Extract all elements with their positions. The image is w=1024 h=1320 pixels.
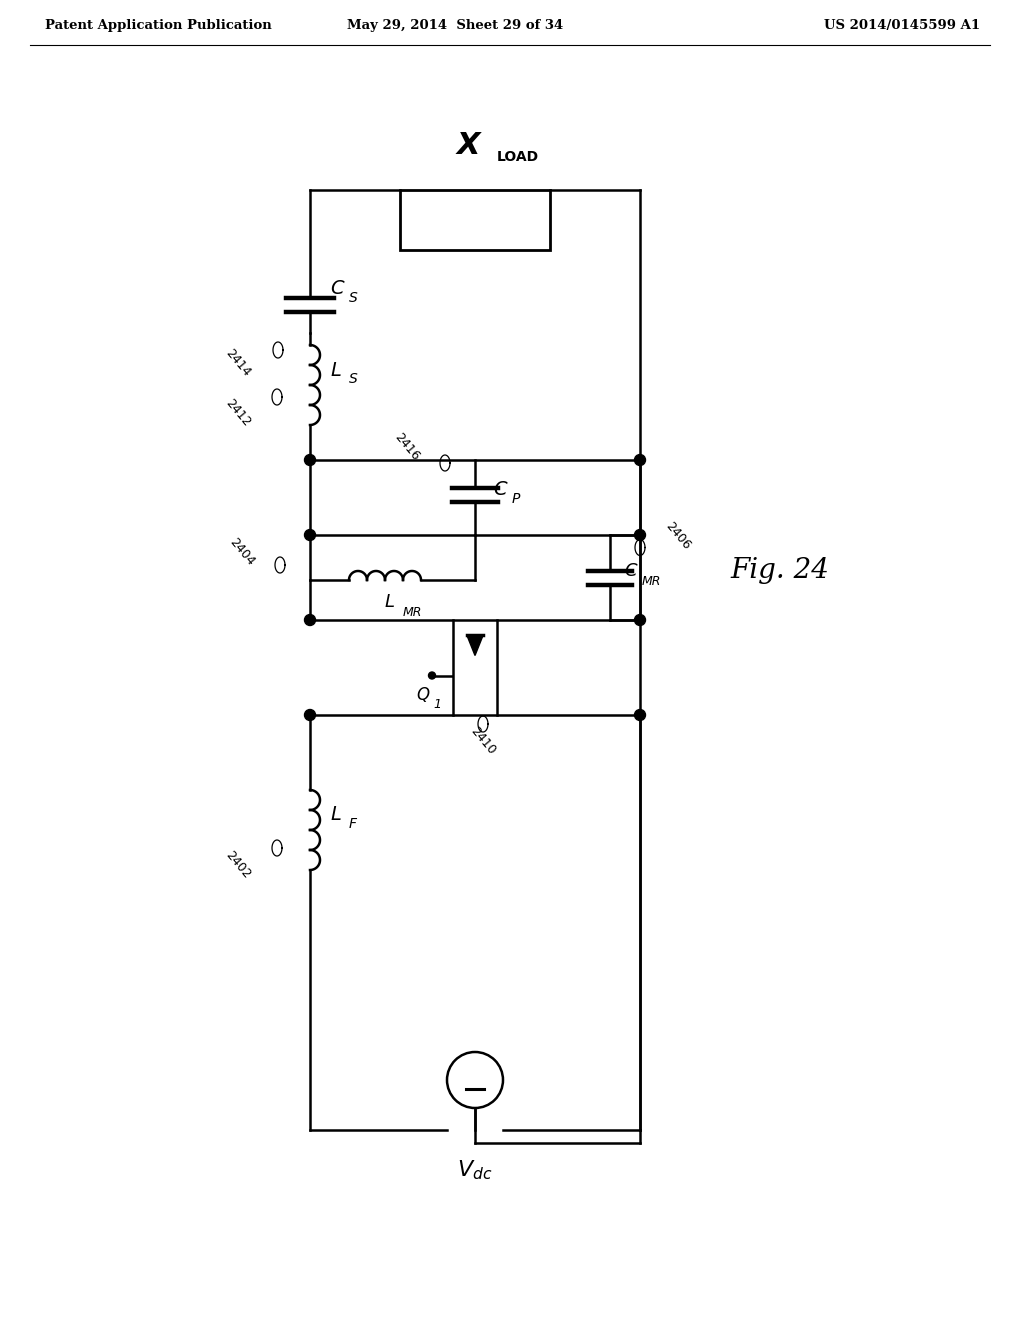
Text: L: L bbox=[385, 593, 395, 611]
Text: 2414: 2414 bbox=[223, 347, 253, 379]
Text: 2404: 2404 bbox=[227, 536, 257, 569]
Text: C: C bbox=[493, 480, 507, 499]
Text: MR: MR bbox=[642, 576, 662, 587]
Text: 1: 1 bbox=[433, 698, 441, 711]
Circle shape bbox=[428, 672, 435, 678]
Text: US 2014/0145599 A1: US 2014/0145599 A1 bbox=[824, 18, 980, 32]
Text: L: L bbox=[330, 360, 341, 380]
Circle shape bbox=[635, 615, 645, 626]
Text: 2406: 2406 bbox=[663, 519, 693, 552]
Circle shape bbox=[635, 529, 645, 540]
Text: F: F bbox=[349, 817, 357, 832]
Text: Q: Q bbox=[417, 686, 429, 705]
Text: May 29, 2014  Sheet 29 of 34: May 29, 2014 Sheet 29 of 34 bbox=[347, 18, 563, 32]
Bar bbox=[453, 620, 497, 715]
Text: X: X bbox=[457, 131, 480, 160]
Text: L: L bbox=[330, 805, 341, 825]
Text: $V_{dc}$: $V_{dc}$ bbox=[458, 1158, 493, 1181]
Circle shape bbox=[635, 710, 645, 721]
Text: 2410: 2410 bbox=[468, 725, 498, 758]
Text: Fig. 24: Fig. 24 bbox=[730, 557, 829, 583]
Circle shape bbox=[304, 615, 315, 626]
Circle shape bbox=[304, 529, 315, 540]
Text: MR: MR bbox=[402, 606, 422, 619]
Text: S: S bbox=[349, 372, 357, 385]
Polygon shape bbox=[467, 635, 483, 656]
Text: C: C bbox=[624, 562, 637, 581]
Text: +: + bbox=[462, 1060, 478, 1080]
Circle shape bbox=[447, 1052, 503, 1107]
Circle shape bbox=[304, 710, 315, 721]
Bar bbox=[400, 190, 550, 249]
Circle shape bbox=[635, 454, 645, 466]
Text: P: P bbox=[512, 492, 520, 506]
Circle shape bbox=[304, 454, 315, 466]
Text: 2402: 2402 bbox=[223, 849, 253, 882]
Text: 2412: 2412 bbox=[223, 397, 253, 429]
Text: C: C bbox=[330, 280, 344, 298]
Text: S: S bbox=[349, 290, 357, 305]
Text: 2416: 2416 bbox=[392, 430, 422, 463]
Text: LOAD: LOAD bbox=[497, 150, 539, 164]
Text: Patent Application Publication: Patent Application Publication bbox=[45, 18, 271, 32]
